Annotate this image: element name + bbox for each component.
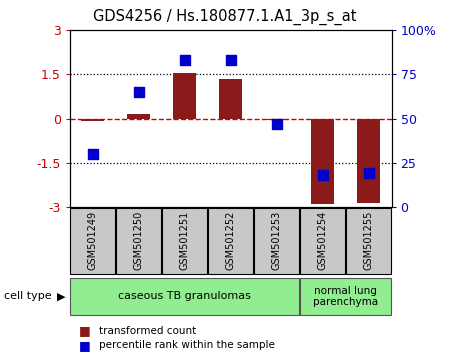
- Bar: [81, 119, 104, 121]
- Text: GSM501254: GSM501254: [318, 211, 328, 270]
- Text: percentile rank within the sample: percentile rank within the sample: [99, 340, 275, 350]
- Point: [135, 89, 142, 95]
- Text: normal lung
parenchyma: normal lung parenchyma: [313, 286, 378, 307]
- Bar: [116, 208, 161, 274]
- Point: [181, 57, 188, 63]
- Bar: [265, 119, 288, 120]
- Point: [319, 172, 326, 178]
- Bar: [357, 119, 380, 202]
- Bar: [311, 119, 334, 204]
- Point: [227, 57, 234, 63]
- Bar: [254, 208, 299, 274]
- Text: transformed count: transformed count: [99, 326, 196, 336]
- Text: ■: ■: [79, 339, 90, 352]
- Bar: [208, 208, 253, 274]
- Point: [365, 171, 372, 176]
- Text: GSM501250: GSM501250: [134, 211, 144, 270]
- Bar: [70, 278, 299, 315]
- Bar: [300, 278, 391, 315]
- Text: GSM501249: GSM501249: [88, 211, 98, 270]
- Text: GSM501255: GSM501255: [364, 211, 374, 270]
- Bar: [346, 208, 391, 274]
- Text: ■: ■: [79, 325, 90, 337]
- Bar: [173, 73, 196, 119]
- Bar: [300, 208, 345, 274]
- Text: ▶: ▶: [57, 291, 65, 302]
- Bar: [70, 208, 115, 274]
- Bar: [127, 114, 150, 119]
- Point: [89, 151, 96, 157]
- Text: GSM501251: GSM501251: [180, 211, 189, 270]
- Text: GSM501252: GSM501252: [225, 211, 236, 270]
- Text: GSM501253: GSM501253: [272, 211, 282, 270]
- Bar: [162, 208, 207, 274]
- Bar: [219, 79, 242, 119]
- Text: caseous TB granulomas: caseous TB granulomas: [118, 291, 251, 302]
- Point: [273, 121, 280, 127]
- Text: GDS4256 / Hs.180877.1.A1_3p_s_at: GDS4256 / Hs.180877.1.A1_3p_s_at: [93, 9, 357, 25]
- Text: cell type: cell type: [4, 291, 52, 302]
